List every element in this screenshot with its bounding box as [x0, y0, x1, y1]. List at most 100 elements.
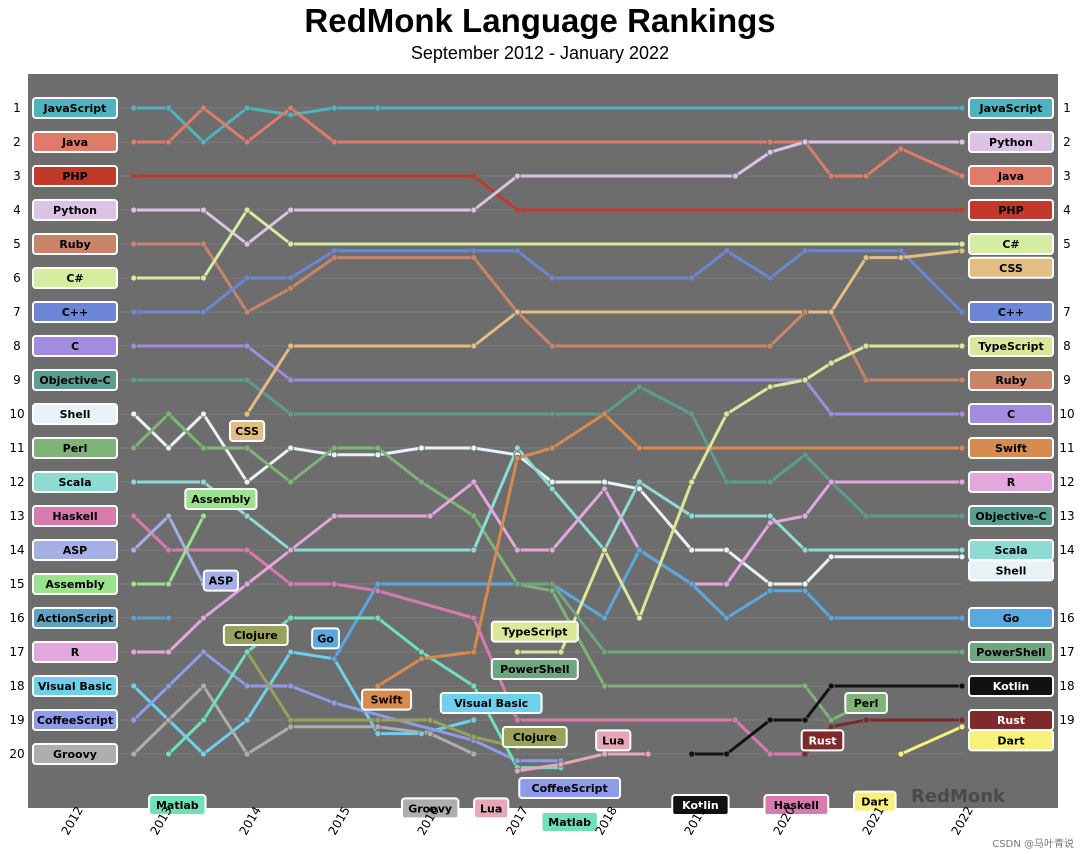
series-point	[801, 308, 809, 316]
series-point	[688, 410, 696, 418]
series-point	[130, 172, 138, 180]
series-point	[766, 148, 774, 156]
label-box	[32, 573, 118, 595]
label-box	[501, 726, 568, 748]
series-point	[723, 580, 730, 588]
label-box	[473, 797, 510, 820]
series-point	[723, 750, 730, 758]
label-text: Clojure	[234, 629, 278, 642]
label-text: R	[1007, 476, 1016, 489]
label-box	[222, 624, 289, 646]
label-box	[968, 607, 1054, 629]
series-point	[165, 546, 172, 554]
series-point	[330, 451, 338, 459]
rank-number-left: 6	[13, 271, 21, 285]
series-point	[958, 478, 966, 486]
series-point	[243, 274, 251, 282]
label-box	[968, 369, 1054, 391]
series-point	[766, 587, 774, 595]
rank-number-right: 2	[1063, 135, 1071, 149]
series-point	[688, 512, 696, 520]
left-label: Visual Basic	[32, 675, 118, 697]
rank-number-left: 8	[13, 339, 21, 353]
series-point	[513, 757, 521, 765]
label-box	[968, 403, 1054, 425]
rank-number-right: 17	[1059, 645, 1074, 659]
series-point	[723, 478, 730, 486]
series-point	[330, 444, 338, 452]
series-point	[200, 512, 207, 520]
series-point	[513, 444, 521, 452]
rank-number-right: 16	[1059, 611, 1074, 625]
series-point	[827, 682, 835, 690]
right-label: C#	[968, 233, 1054, 255]
right-label: Java	[968, 165, 1054, 187]
series-point	[165, 682, 172, 690]
label-box	[968, 641, 1054, 663]
series-point	[200, 104, 207, 112]
rank-number-right: 13	[1059, 509, 1074, 523]
label-box	[400, 797, 460, 820]
series-point	[130, 478, 138, 486]
right-label: Rust	[968, 709, 1054, 731]
series-point	[200, 648, 207, 656]
series-point	[766, 342, 774, 350]
series-point	[165, 512, 172, 520]
label-box	[32, 165, 118, 187]
series-point	[688, 274, 696, 282]
label-box	[968, 97, 1054, 119]
series-point	[801, 750, 809, 758]
series-point	[766, 750, 774, 758]
series-point	[601, 410, 608, 418]
series-point	[731, 716, 739, 724]
series-point	[243, 376, 251, 384]
series-point	[165, 580, 172, 588]
series-point	[243, 104, 251, 112]
series-point	[827, 614, 835, 622]
left-labels: JavaScript Java PHP Python Ruby C# C++ C Objecti…	[32, 97, 118, 765]
series-point	[374, 587, 382, 595]
series-point	[130, 342, 138, 350]
series-point	[601, 750, 608, 758]
rank-number-left: 13	[9, 509, 24, 523]
left-label: Python	[32, 199, 118, 221]
series-point	[470, 247, 478, 255]
series-point	[243, 410, 251, 418]
label-text: C	[1007, 408, 1015, 421]
series-point	[374, 444, 382, 452]
series-point	[165, 444, 172, 452]
series-point	[723, 546, 730, 554]
series-point	[287, 111, 295, 119]
rank-number-left: 10	[9, 407, 24, 421]
label-box	[32, 675, 118, 697]
series-point	[470, 512, 478, 520]
label-box	[763, 794, 830, 816]
label-text: Scala	[994, 544, 1027, 557]
inline-labels: CSS Assembly ASP Clojure Go Matlab Swift Visual…	[148, 420, 897, 833]
label-box	[490, 620, 579, 643]
label-box	[32, 131, 118, 153]
label-text: Rust	[997, 714, 1025, 727]
label-text: Swift	[995, 442, 1027, 455]
label-box	[968, 675, 1054, 697]
series-point	[548, 274, 556, 282]
rank-number-left: 2	[13, 135, 21, 149]
series-point	[287, 376, 295, 384]
series-point	[200, 716, 207, 724]
rank-number-left: 14	[9, 543, 24, 557]
series-point	[958, 444, 966, 452]
label-box	[32, 607, 118, 629]
inline-label: Perl	[844, 692, 888, 714]
series-point	[513, 308, 521, 316]
series-point	[200, 308, 207, 316]
rank-number-right: 7	[1063, 305, 1071, 319]
series-point	[688, 750, 696, 758]
series-point	[330, 699, 338, 707]
series-point	[130, 308, 138, 316]
label-text: Python	[53, 204, 97, 217]
series-point	[200, 444, 207, 452]
series-point	[862, 342, 870, 350]
series-point	[827, 723, 835, 731]
series-point	[130, 240, 138, 248]
label-box	[968, 165, 1054, 187]
